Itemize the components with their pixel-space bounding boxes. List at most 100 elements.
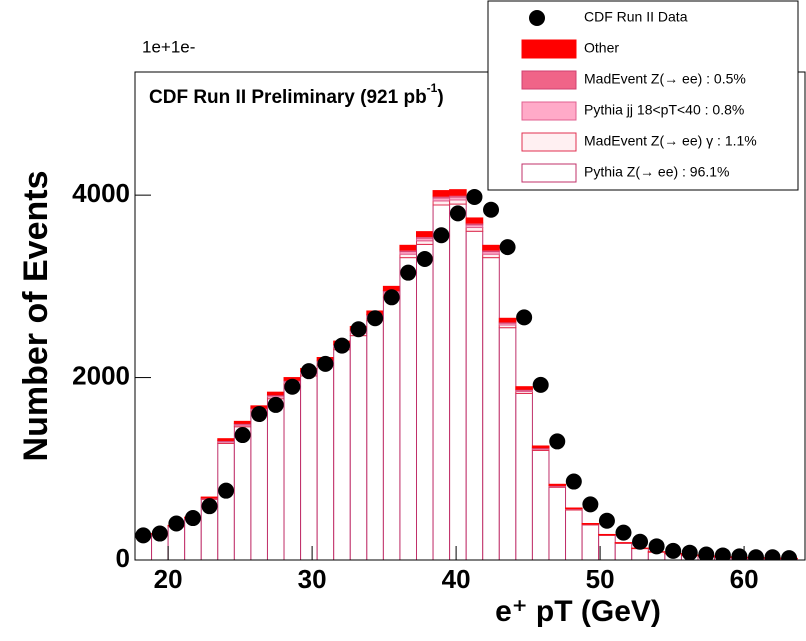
histogram-bar xyxy=(482,244,500,251)
data-point xyxy=(698,546,715,560)
plot-area xyxy=(135,188,798,560)
data-point xyxy=(781,550,798,560)
data-point xyxy=(284,378,301,395)
histogram-bar xyxy=(399,244,418,251)
data-point xyxy=(681,544,698,560)
data-point xyxy=(184,510,201,527)
histogram-bar xyxy=(498,317,517,323)
histogram-bar xyxy=(449,203,467,560)
data-point xyxy=(151,525,168,542)
data-point xyxy=(582,496,599,513)
histogram-bar xyxy=(482,253,500,259)
data-point xyxy=(665,542,682,559)
histogram-bar xyxy=(449,199,467,205)
data-point xyxy=(267,396,284,413)
x-tick-label: 50 xyxy=(586,564,615,594)
histogram-bar xyxy=(581,524,600,560)
histogram-bar xyxy=(548,483,567,486)
data-point xyxy=(615,524,632,541)
histogram-bar xyxy=(498,327,517,560)
histogram-bar xyxy=(631,548,649,560)
data-point xyxy=(168,515,185,532)
plot-title: CDF Run II Preliminary (921 pb-1) xyxy=(149,81,444,108)
histogram-bar xyxy=(531,445,550,449)
data-point xyxy=(251,406,268,423)
legend-swatch xyxy=(521,70,577,90)
histogram-bar xyxy=(217,442,235,560)
data-point xyxy=(201,498,218,515)
histogram-bar xyxy=(316,364,335,560)
histogram-bar xyxy=(399,253,418,259)
data-point xyxy=(483,201,500,218)
data-point xyxy=(714,547,731,560)
data-point xyxy=(333,337,350,354)
data-point xyxy=(317,355,334,372)
histogram-bar xyxy=(300,375,318,560)
data-point xyxy=(466,188,483,205)
histogram-bar xyxy=(449,189,467,196)
data-point xyxy=(565,473,582,490)
histogram-bar xyxy=(366,320,384,560)
legend-label: MadEvent Z(→ ee) γ : 1.1% xyxy=(584,133,757,149)
x-tick-label: 20 xyxy=(154,564,183,594)
data-point xyxy=(632,533,649,550)
data-point xyxy=(731,548,748,560)
legend-swatch xyxy=(521,101,577,121)
legend: CDF Run II Data Other MadEvent Z(→ ee) : 0… xyxy=(487,0,799,191)
histogram-bar xyxy=(465,227,484,232)
x-tick-label: 60 xyxy=(730,564,759,594)
histogram-bar xyxy=(233,420,252,424)
y-tick-label: 0 xyxy=(116,543,130,573)
legend-label: Other xyxy=(584,40,619,56)
data-point xyxy=(300,363,317,380)
histogram-bar xyxy=(200,496,219,499)
histogram-bar xyxy=(565,509,583,560)
legend-swatch xyxy=(521,39,577,59)
data-point xyxy=(532,376,549,393)
histogram-bar xyxy=(432,204,451,560)
histogram-bar xyxy=(581,523,600,525)
plot-frame xyxy=(134,71,806,561)
data-point xyxy=(367,310,384,327)
data-point xyxy=(764,549,781,560)
data-point xyxy=(549,433,566,450)
legend-box xyxy=(487,0,799,191)
x-tick-label: 40 xyxy=(442,564,471,594)
histogram-bar xyxy=(515,386,533,390)
y-tick-label: 4000 xyxy=(72,178,130,208)
histogram-bar xyxy=(233,426,252,560)
legend-label: Pythia jj 18<pT<40 : 0.8% xyxy=(584,102,744,118)
data-point xyxy=(400,264,417,281)
histogram-bar xyxy=(349,335,368,560)
histogram-bar xyxy=(598,534,616,560)
legend-swatch xyxy=(521,132,577,152)
histogram-bar xyxy=(250,411,268,560)
data-point xyxy=(350,321,367,338)
histogram-bar xyxy=(482,257,500,560)
legend-label: CDF Run II Data xyxy=(584,9,688,25)
data-point xyxy=(433,227,450,244)
histogram-bar xyxy=(465,230,484,560)
x-tick-label: 30 xyxy=(298,564,327,594)
histogram-bar xyxy=(333,349,351,560)
title-superscript: -1 xyxy=(427,81,438,95)
histogram-bar xyxy=(432,200,451,206)
histogram-bar xyxy=(266,398,285,560)
histogram-bar xyxy=(548,486,567,560)
histogram-bar xyxy=(416,243,434,560)
histogram-bar xyxy=(432,190,451,197)
data-point xyxy=(648,538,665,555)
data-point xyxy=(234,427,251,444)
histogram-bar xyxy=(565,507,583,510)
histogram-bar xyxy=(515,392,533,560)
data-point xyxy=(383,289,400,306)
histogram-bar xyxy=(416,240,434,245)
data-point xyxy=(416,250,433,267)
y-tick-label: 2000 xyxy=(72,360,130,390)
legend-label: MadEvent Z(→ ee) : 0.5% xyxy=(584,71,746,87)
histogram-bar xyxy=(167,526,186,560)
histogram-bar xyxy=(531,449,550,560)
data-point xyxy=(747,549,764,560)
y-axis-label: Number of Events xyxy=(17,171,55,462)
